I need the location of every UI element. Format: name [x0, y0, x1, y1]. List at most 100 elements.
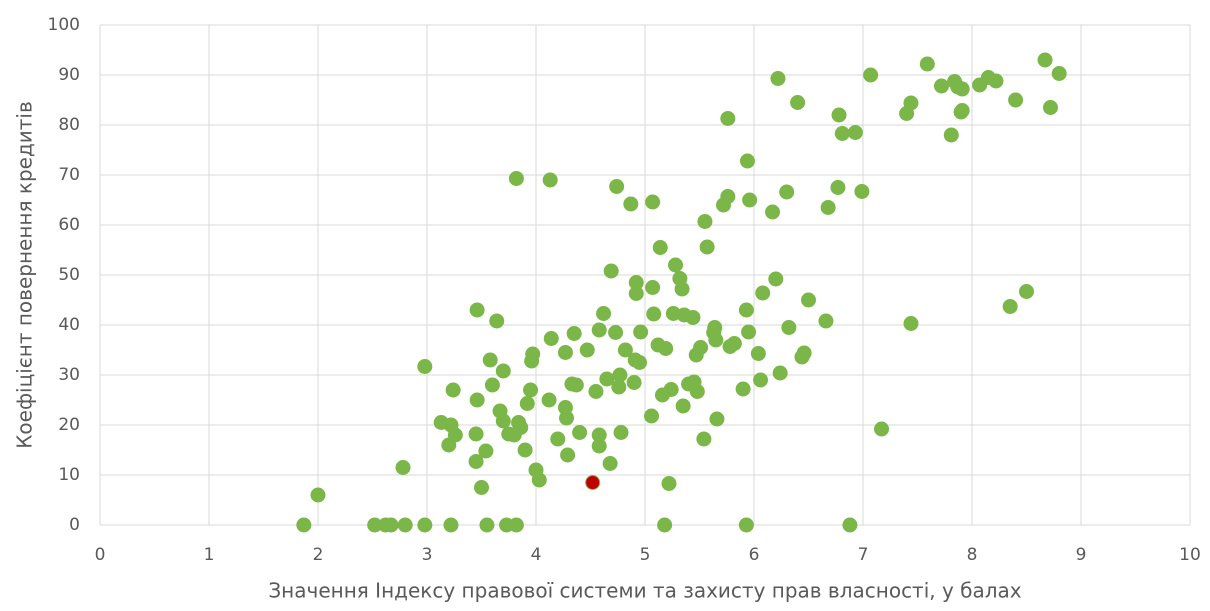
- point: [489, 313, 505, 329]
- point: [903, 95, 919, 111]
- point: [542, 172, 558, 188]
- point: [765, 204, 781, 220]
- point: [726, 336, 742, 351]
- point: [626, 375, 642, 390]
- point: [693, 340, 709, 355]
- point: [768, 271, 784, 287]
- point: [602, 456, 618, 471]
- point: [854, 184, 870, 199]
- point: [988, 73, 1004, 89]
- point: [613, 425, 629, 440]
- point: [1008, 92, 1024, 108]
- point: [954, 81, 970, 97]
- point: [566, 326, 582, 341]
- point: [469, 302, 485, 318]
- point: [697, 214, 713, 229]
- point: [842, 517, 858, 533]
- x-tick-label: 6: [749, 545, 760, 565]
- point: [468, 454, 484, 469]
- point: [585, 475, 601, 490]
- point: [623, 196, 639, 212]
- point: [568, 377, 584, 393]
- point: [699, 239, 715, 255]
- point: [612, 367, 628, 383]
- point: [513, 420, 529, 435]
- point: [417, 359, 433, 374]
- point: [753, 372, 769, 388]
- point: [943, 127, 959, 143]
- point: [617, 342, 633, 358]
- y-tick-label: 40: [58, 315, 80, 335]
- point: [495, 363, 511, 379]
- x-tick-label: 7: [858, 545, 869, 565]
- point: [479, 517, 495, 533]
- point: [531, 472, 547, 488]
- point: [557, 345, 573, 360]
- point: [508, 517, 524, 533]
- point: [709, 411, 725, 427]
- point: [644, 408, 660, 424]
- point: [468, 426, 484, 442]
- point: [599, 371, 615, 387]
- point: [443, 517, 459, 533]
- point: [796, 345, 812, 361]
- point: [523, 382, 539, 398]
- point: [646, 306, 662, 322]
- point: [591, 438, 607, 454]
- point: [668, 257, 684, 273]
- point: [830, 180, 846, 195]
- y-tick-label: 50: [58, 265, 80, 285]
- point: [517, 442, 533, 458]
- x-tick-label: 5: [640, 545, 651, 565]
- point: [790, 95, 806, 110]
- point: [482, 352, 498, 368]
- x-axis-title: Значення Індексу правової системи та зах…: [268, 579, 1021, 603]
- point: [657, 517, 673, 533]
- y-tick-label: 70: [58, 165, 80, 185]
- point: [658, 341, 674, 356]
- point: [478, 443, 494, 459]
- point: [474, 480, 489, 495]
- point: [588, 384, 604, 399]
- point: [596, 306, 612, 321]
- point: [1002, 299, 1018, 314]
- point: [628, 286, 644, 301]
- point: [741, 324, 757, 340]
- point: [707, 320, 723, 335]
- point: [541, 392, 557, 408]
- point: [661, 476, 677, 491]
- point: [863, 67, 879, 83]
- point: [652, 240, 668, 255]
- y-tick-label: 30: [58, 365, 80, 385]
- point: [645, 194, 661, 210]
- y-tick-label: 20: [58, 415, 80, 435]
- point: [603, 263, 619, 279]
- point: [708, 332, 724, 348]
- point: [933, 78, 949, 94]
- point: [685, 310, 701, 325]
- point: [735, 381, 751, 397]
- point: [1019, 284, 1034, 299]
- y-tick-label: 90: [58, 65, 80, 85]
- point: [383, 517, 399, 533]
- x-tick-label: 4: [531, 545, 542, 565]
- x-tick-label: 0: [95, 545, 106, 565]
- x-tick-label: 2: [313, 545, 324, 565]
- point: [508, 171, 524, 186]
- point: [579, 342, 595, 358]
- point: [919, 56, 935, 72]
- point: [847, 125, 863, 140]
- point: [591, 322, 607, 338]
- point: [560, 447, 576, 463]
- point: [1042, 100, 1058, 115]
- point: [633, 324, 649, 340]
- x-tick-label: 9: [1076, 545, 1087, 565]
- point: [874, 421, 890, 437]
- point: [834, 126, 850, 141]
- point: [519, 396, 535, 411]
- point: [770, 71, 786, 86]
- point: [572, 425, 588, 440]
- point: [903, 316, 919, 331]
- y-axis-title: Коефіцієнт повернення кредитів: [13, 101, 37, 449]
